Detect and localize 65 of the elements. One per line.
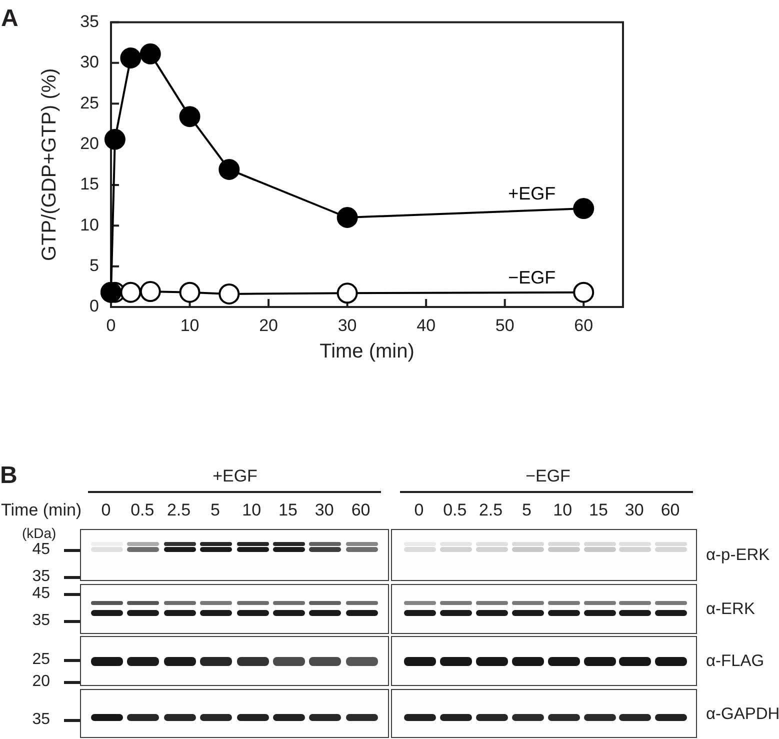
text: (kDa) <box>22 525 56 541</box>
category-label: 10 <box>553 500 572 520</box>
category-label: α-FLAG <box>706 652 764 670</box>
x-tick-label: 0 <box>106 316 116 335</box>
category-label: α-ERK <box>706 600 755 618</box>
text: B <box>0 462 18 489</box>
y-axis-title: GTP/(GDP+GTP) (%) <box>38 68 61 261</box>
category-label: 5 <box>210 500 220 520</box>
text: 35 <box>32 568 50 585</box>
category-label: 10 <box>242 500 262 520</box>
category-label: 60 <box>351 500 370 520</box>
series-label: −EGF <box>508 267 556 288</box>
point <box>218 158 240 180</box>
chart-title: A <box>1 5 18 32</box>
y-tick-label: 5 <box>90 256 99 275</box>
text: +EGF <box>212 466 258 486</box>
y-tick-label: 25 <box>80 93 99 112</box>
y-tick-label: 10 <box>80 215 99 234</box>
point <box>179 282 200 303</box>
category-label: α-GAPDH <box>706 704 779 722</box>
category-label: 2.5 <box>478 500 503 520</box>
series-label: +EGF <box>508 184 556 204</box>
point <box>218 283 240 304</box>
category-label: 0.5 <box>443 500 467 520</box>
point <box>573 282 594 303</box>
category-label: 30 <box>624 500 644 520</box>
point <box>573 198 594 220</box>
x-tick-label: 20 <box>259 316 278 335</box>
text: Time (min) <box>1 500 82 520</box>
x-tick-label: 40 <box>416 316 436 335</box>
text: 35 <box>32 711 50 728</box>
point <box>179 106 200 128</box>
category-label: 15 <box>589 500 608 520</box>
category-label: 2.5 <box>166 500 191 520</box>
point <box>140 43 161 64</box>
x-axis-title: Time (min) <box>320 340 414 363</box>
y-tick-label: 30 <box>80 52 99 72</box>
x-tick-label: 10 <box>180 316 200 335</box>
x-tick-label: 50 <box>495 316 514 335</box>
category-label: 15 <box>278 500 298 520</box>
category-label: 0 <box>101 500 111 520</box>
text: −EGF <box>526 466 570 486</box>
category-label: 30 <box>314 500 334 520</box>
point <box>140 281 161 302</box>
point <box>336 206 358 228</box>
point <box>120 48 142 69</box>
point <box>336 282 358 304</box>
x-tick-label: 30 <box>338 316 357 335</box>
text: 45 <box>32 585 50 602</box>
point <box>120 282 142 303</box>
x-tick-label: 60 <box>574 316 594 335</box>
y-tick-label: 0 <box>90 296 99 316</box>
text: 20 <box>32 673 50 690</box>
category-label: 0.5 <box>130 500 154 520</box>
category-label: α-p-ERK <box>706 546 770 564</box>
category-label: 5 <box>522 500 532 520</box>
y-tick-label: 35 <box>80 12 99 31</box>
point <box>104 128 126 150</box>
text: 25 <box>32 651 50 668</box>
text: 45 <box>32 541 50 558</box>
category-label: 60 <box>660 500 680 520</box>
y-tick-label: 20 <box>80 134 99 153</box>
y-tick-label: 15 <box>80 174 99 194</box>
category-label: 0 <box>414 500 424 520</box>
text: 35 <box>32 612 50 629</box>
